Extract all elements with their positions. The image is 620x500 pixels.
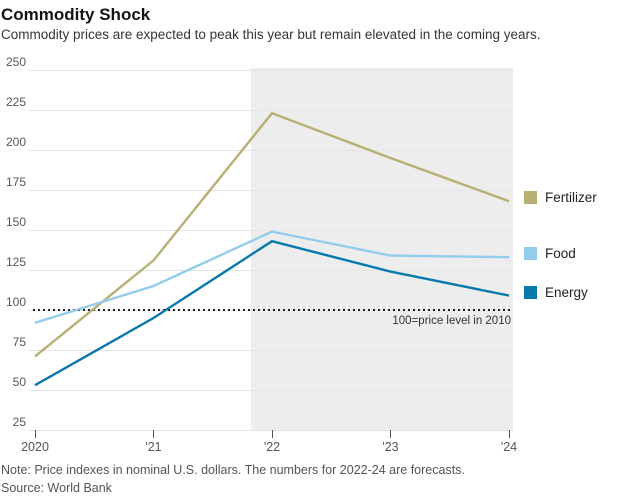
- x-axis-tick: [271, 430, 273, 438]
- legend-item-fertilizer: Fertilizer: [524, 190, 597, 205]
- legend-swatch-food: [524, 247, 537, 261]
- x-axis-label: '23: [382, 440, 399, 454]
- forecast-region: [250, 68, 513, 431]
- x-axis-tick: [153, 430, 154, 438]
- y-axis-label: 25: [12, 415, 26, 429]
- legend-label: Fertilizer: [545, 190, 597, 206]
- x-axis-tick: [390, 430, 391, 438]
- gridline: [29, 430, 513, 431]
- y-axis-label: 50: [12, 375, 26, 389]
- gridline: [29, 270, 513, 271]
- gridline: [29, 390, 513, 391]
- legend-swatch-energy: [524, 285, 537, 299]
- legend-label: Energy: [545, 284, 588, 300]
- gridline: [29, 230, 513, 231]
- reference-line: [33, 309, 513, 311]
- chart-footnote: Note: Price indexes in nominal U.S. doll…: [1, 463, 465, 477]
- gridline: [29, 70, 513, 71]
- y-axis-label: 100: [5, 295, 26, 309]
- gridline: [29, 110, 513, 111]
- gridline: [29, 190, 513, 191]
- legend-label: Food: [545, 246, 576, 262]
- legend-item-energy: Energy: [524, 285, 588, 300]
- source-line: Source: World Bank: [1, 481, 112, 495]
- page-title: Commodity Shock: [1, 5, 151, 24]
- series-line-food: [34, 230, 510, 324]
- y-axis-label: 75: [12, 335, 26, 349]
- y-axis-label: 175: [5, 175, 26, 189]
- reference-line-label: 100=price level in 2010: [392, 315, 511, 327]
- gridline: [29, 350, 513, 351]
- legend-item-food: Food: [524, 246, 576, 261]
- y-axis-label: 125: [5, 255, 26, 269]
- y-axis-label: 200: [5, 135, 26, 149]
- y-axis-label: 250: [5, 55, 26, 69]
- x-axis-tick: [508, 430, 510, 438]
- x-axis-label: '21: [145, 440, 162, 454]
- x-axis-label: 2020: [21, 440, 49, 454]
- x-axis-label: '22: [263, 440, 281, 454]
- series-line-energy: [34, 239, 510, 387]
- y-axis-label: 225: [5, 95, 26, 109]
- gridline: [29, 150, 513, 151]
- x-axis-label: '24: [500, 440, 518, 454]
- x-axis-tick: [34, 430, 36, 438]
- page-subtitle: Commodity prices are expected to peak th…: [1, 27, 541, 42]
- legend-swatch-fertilizer: [524, 191, 537, 205]
- y-axis-label: 150: [5, 215, 26, 229]
- series-line-fertilizer: [34, 111, 510, 358]
